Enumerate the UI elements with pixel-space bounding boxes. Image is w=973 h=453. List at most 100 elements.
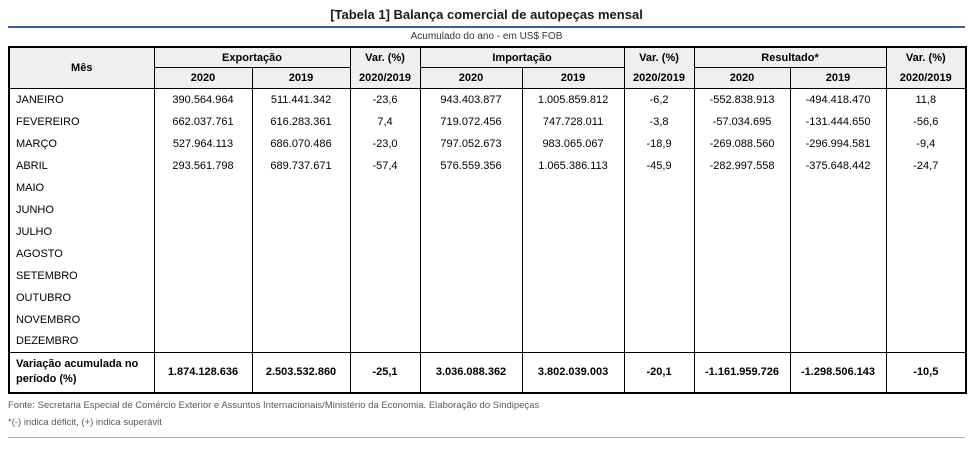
value-cell: 1.005.859.812 [521, 88, 625, 111]
value-cell: -23,6 [349, 88, 421, 111]
value-cell [885, 264, 967, 287]
value-cell: -375.648.442 [789, 154, 887, 177]
value-cell: -282.997.558 [693, 154, 791, 177]
month-cell: MAIO [8, 176, 155, 199]
var-label-line2: 2020/2019 [633, 72, 686, 84]
value-cell [623, 242, 695, 265]
value-cell [789, 286, 887, 309]
total-var-resultado: -10,5 [885, 352, 967, 393]
month-cell: NOVEMBRO [8, 308, 155, 331]
value-cell [885, 308, 967, 331]
value-cell: 719.072.456 [419, 110, 523, 133]
table-row: DEZEMBRO [8, 330, 967, 353]
value-cell: 797.052.673 [419, 132, 523, 155]
col-group-importacao: Importação [419, 46, 625, 69]
value-cell [885, 242, 967, 265]
table-row: JULHO [8, 220, 967, 243]
value-cell [251, 308, 351, 331]
table-footer: Variação acumulada no período (%) 1.874.… [8, 352, 967, 393]
value-cell [251, 220, 351, 243]
value-cell [419, 330, 523, 353]
value-cell: 943.403.877 [419, 88, 523, 111]
value-cell: 7,4 [349, 110, 421, 133]
value-cell: 576.559.356 [419, 154, 523, 177]
value-cell [693, 220, 791, 243]
col-header-exportacao-2019: 2019 [251, 67, 351, 89]
value-cell [789, 242, 887, 265]
month-cell: JANEIRO [8, 88, 155, 111]
total-exportacao-2020: 1.874.128.636 [153, 352, 253, 393]
value-cell [349, 308, 421, 331]
var-label-line1: Var. (%) [639, 52, 679, 64]
value-cell [349, 176, 421, 199]
table-row: JUNHO [8, 198, 967, 221]
value-cell [623, 220, 695, 243]
value-cell: -23,0 [349, 132, 421, 155]
table-row: FEVEREIRO 662.037.761 616.283.361 7,4 719.07… [8, 110, 967, 133]
page-title: [Tabela 1] Balança comercial de autopeça… [330, 7, 643, 22]
total-importacao-2020: 3.036.088.362 [419, 352, 523, 393]
table-row: MARÇO 527.964.113 686.070.486 -23,0 797.052.… [8, 132, 967, 155]
value-cell: 616.283.361 [251, 110, 351, 133]
value-cell [789, 220, 887, 243]
table-row: ABRIL 293.561.798 689.737.671 -57,4 576.559.… [8, 154, 967, 177]
value-cell [251, 286, 351, 309]
month-cell: JULHO [8, 220, 155, 243]
value-cell: -269.088.560 [693, 132, 791, 155]
col-group-exportacao: Exportação [153, 46, 351, 69]
value-cell [521, 286, 625, 309]
table-row: AGOSTO [8, 242, 967, 265]
value-cell [789, 308, 887, 331]
value-cell: 11,8 [885, 88, 967, 111]
month-cell: JUNHO [8, 198, 155, 221]
value-cell [251, 198, 351, 221]
value-cell [521, 330, 625, 353]
var-label-line1: Var. (%) [905, 52, 946, 64]
legend-note: *(-) indica déficit, (+) indica superávi… [8, 416, 162, 428]
col-header-importacao-2019: 2019 [521, 67, 625, 89]
col-header-resultado-2019: 2019 [789, 67, 887, 89]
month-cell: FEVEREIRO [8, 110, 155, 133]
value-cell [419, 308, 523, 331]
value-cell: 686.070.486 [251, 132, 351, 155]
value-cell [789, 264, 887, 287]
table-row: OUTUBRO [8, 286, 967, 309]
header-year-row: 2020 2019 2020 2019 2020 2019 [9, 67, 966, 89]
value-cell: 662.037.761 [153, 110, 253, 133]
value-cell: 689.737.671 [251, 154, 351, 177]
value-cell: -56,6 [885, 110, 967, 133]
total-var-importacao: -20,1 [623, 352, 695, 393]
value-cell [153, 198, 253, 221]
month-cell: OUTUBRO [8, 286, 155, 309]
value-cell: -552.838.913 [693, 88, 791, 111]
col-group-resultado: Resultado* [693, 46, 887, 69]
bottom-divider [8, 436, 965, 438]
value-cell [693, 308, 791, 331]
value-cell [693, 242, 791, 265]
title-underline [8, 26, 965, 28]
page-subtitle: Acumulado do ano - em US$ FOB [410, 31, 563, 42]
total-row: Variação acumulada no período (%) 1.874.… [8, 352, 967, 393]
value-cell [623, 264, 695, 287]
value-cell [419, 176, 523, 199]
value-cell: -24,7 [885, 154, 967, 177]
value-cell [349, 220, 421, 243]
balance-table: Mês Exportação Var. (%) 2020/2019 Import… [8, 46, 968, 394]
total-resultado-2020: -1.161.959.726 [693, 352, 791, 393]
value-cell [349, 286, 421, 309]
value-cell [693, 176, 791, 199]
col-header-importacao-2020: 2020 [419, 67, 523, 89]
table-row: JANEIRO 390.564.964 511.441.342 -23,6 943.40… [8, 88, 967, 111]
value-cell [521, 308, 625, 331]
report-page: [Tabela 1] Balança comercial de autopeça… [8, 7, 968, 438]
value-cell [521, 176, 625, 199]
table-header: Mês Exportação Var. (%) 2020/2019 Import… [8, 46, 967, 89]
value-cell [521, 242, 625, 265]
value-cell [521, 198, 625, 221]
col-header-mes: Mês [8, 46, 155, 89]
value-cell [251, 176, 351, 199]
value-cell: 511.441.342 [251, 88, 351, 111]
value-cell [251, 264, 351, 287]
total-resultado-2019: -1.298.506.143 [789, 352, 887, 393]
value-cell [885, 330, 967, 353]
